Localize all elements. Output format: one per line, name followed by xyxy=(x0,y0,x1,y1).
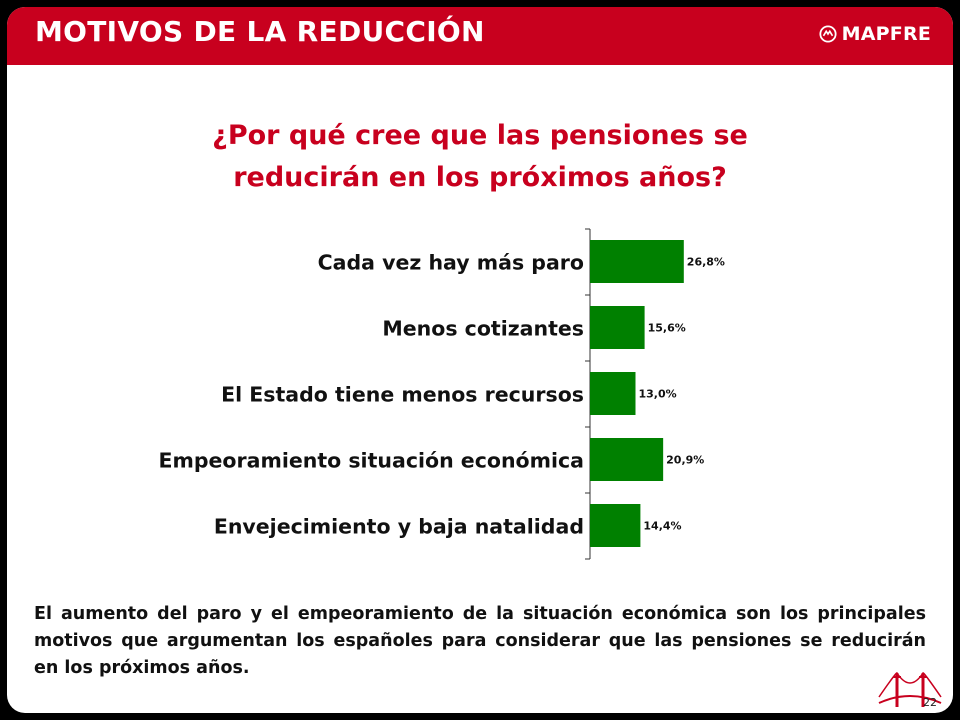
slide-title: MOTIVOS DE LA REDUCCIÓN xyxy=(35,15,485,48)
slide: MOTIVOS DE LA REDUCCIÓN MAPFRE ¿Por qué … xyxy=(7,7,953,713)
value-label: 14,4% xyxy=(643,520,681,533)
chart-question: ¿Por qué cree que las pensiones se reduc… xyxy=(7,115,953,199)
category-label: Envejecimiento y baja natalidad xyxy=(214,515,584,539)
value-label: 13,0% xyxy=(639,388,677,401)
bar xyxy=(590,306,645,349)
value-label: 20,9% xyxy=(666,454,704,467)
page-number: 22 xyxy=(923,696,937,709)
bar xyxy=(590,240,684,283)
category-label: Menos cotizantes xyxy=(382,317,584,341)
bar xyxy=(590,372,636,415)
category-label: Cada vez hay más paro xyxy=(318,251,584,275)
bar xyxy=(590,438,664,481)
mapfre-logo: MAPFRE xyxy=(819,23,931,45)
summary-text: El aumento del paro y el empeoramiento d… xyxy=(34,604,926,678)
brand-name: MAPFRE xyxy=(841,23,931,45)
header-bar: MOTIVOS DE LA REDUCCIÓN MAPFRE xyxy=(7,7,953,65)
category-label: El Estado tiene menos recursos xyxy=(221,383,584,407)
value-label: 26,8% xyxy=(687,256,725,269)
category-label: Empeoramiento situación económica xyxy=(158,449,584,473)
mapfre-emblem-icon xyxy=(819,25,837,43)
bar xyxy=(590,504,641,547)
bar-chart: Cada vez hay más paro 26,8% Menos cotizant… xyxy=(158,228,725,560)
value-label: 15,6% xyxy=(648,322,686,335)
bridge-icon xyxy=(878,672,942,707)
question-line-2: reducirán en los próximos años? xyxy=(233,162,727,193)
question-line-1: ¿Por qué cree que las pensiones se xyxy=(212,120,748,151)
